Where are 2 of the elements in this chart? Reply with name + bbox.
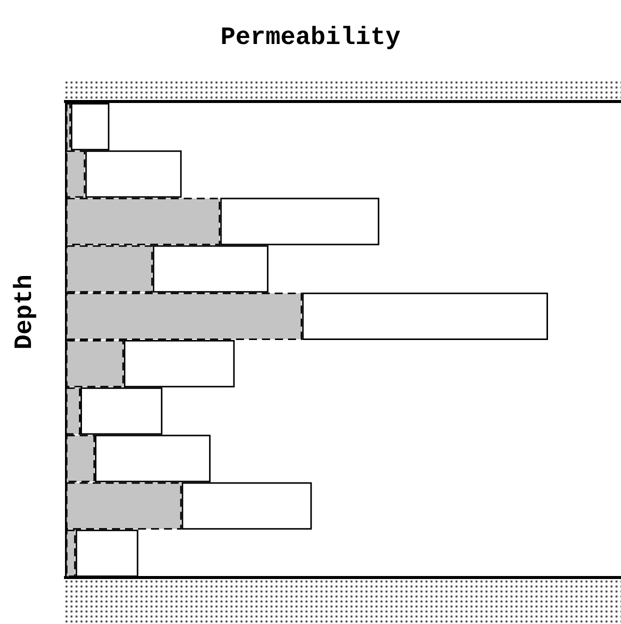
y-axis-title: Depth xyxy=(10,274,39,350)
x-axis-title: Permeability xyxy=(220,23,401,52)
